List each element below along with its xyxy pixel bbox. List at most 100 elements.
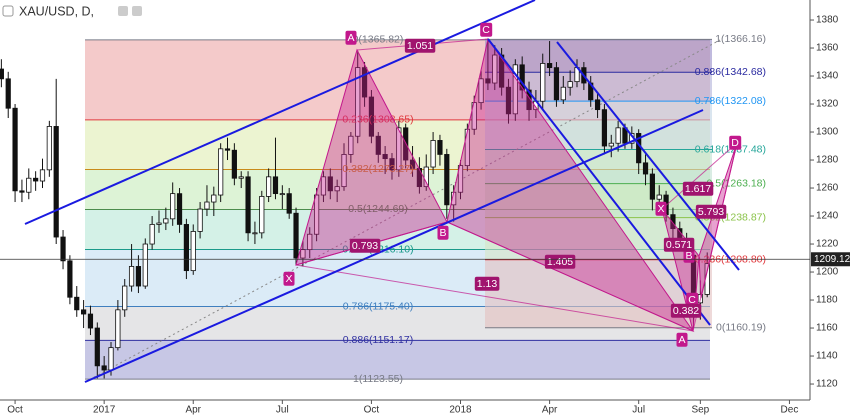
ratio-label-box <box>682 181 714 196</box>
harmonic-patterns <box>295 37 738 333</box>
fib-level-label: 0.886(1342.68) <box>695 66 766 78</box>
candle-body <box>238 176 244 179</box>
candle-body <box>190 231 196 272</box>
collapse-icon[interactable] <box>2 5 14 17</box>
pattern-line <box>295 264 694 332</box>
point-label: B <box>439 227 446 239</box>
symbol-title: XAU/USD, D, <box>19 4 94 18</box>
candle-body <box>313 194 320 235</box>
point-label: X <box>285 273 292 285</box>
fib-level-label: 0.236(1308.65) <box>342 114 413 126</box>
y-tick-label: 1120 <box>816 379 838 390</box>
ratio-label-box <box>670 303 702 318</box>
y-tick-label: 1240 <box>816 211 839 222</box>
point-label-box <box>480 22 493 37</box>
close-icon[interactable] <box>132 6 142 16</box>
fib-band <box>485 39 712 73</box>
candle-body <box>272 176 279 195</box>
ratio-label-box <box>349 238 381 253</box>
point-label: X <box>657 203 664 215</box>
trendline <box>84 109 704 383</box>
candle-body <box>163 218 169 224</box>
candle-body <box>307 233 313 251</box>
candle-body <box>26 177 32 193</box>
candle-body <box>87 313 94 329</box>
x-tick-label: Apr <box>185 405 201 416</box>
candle-body <box>615 127 621 144</box>
trendline <box>556 41 740 271</box>
candle-body <box>101 365 107 371</box>
candle-body <box>33 177 39 182</box>
y-tick-label: 1260 <box>816 183 839 194</box>
ratio-label: 0.382 <box>673 305 699 317</box>
pattern-labels: X A B C X A B C D 1.051 0.793 1.405 1.13… <box>283 22 742 347</box>
ratio-label: 1.405 <box>547 256 573 268</box>
x-tick-label: Jul <box>632 405 645 416</box>
y-tick-label: 1180 <box>816 295 838 306</box>
y-tick-label: 1380 <box>816 15 839 26</box>
candle-body <box>135 266 142 287</box>
candle-body <box>560 86 566 101</box>
candle-body <box>5 78 11 109</box>
candle-body <box>656 194 662 200</box>
candle-body <box>334 186 340 192</box>
candle-body <box>204 201 210 210</box>
last-price-label: 1209.12 <box>814 254 850 265</box>
y-tick-label: 1300 <box>816 127 839 138</box>
point-label-box <box>437 225 449 240</box>
candle-body <box>300 249 306 259</box>
fib-level-label: 0.886(1151.17) <box>343 334 413 346</box>
fib-level-label: 0.5(1244.69) <box>348 203 408 215</box>
candle-body <box>649 173 655 200</box>
candle-body <box>39 169 46 182</box>
ratio-label: 0.793 <box>352 240 378 252</box>
candle-body <box>252 232 258 235</box>
x-tick-label: Oct <box>7 405 23 416</box>
candle-body <box>74 296 80 311</box>
settings-icon[interactable] <box>118 6 128 16</box>
ratio-label: 5.793 <box>698 206 724 218</box>
candle-body <box>642 162 649 175</box>
candle-body <box>396 127 402 171</box>
y-tick-label: 1320 <box>816 99 839 110</box>
candle-body <box>176 193 183 225</box>
candle-body <box>389 158 395 171</box>
point-label: D <box>731 137 739 149</box>
candle-body <box>259 196 265 234</box>
candle-body <box>485 78 491 84</box>
candle-body <box>368 96 375 137</box>
y-tick-label: 1280 <box>816 155 839 166</box>
candle-body <box>594 99 601 111</box>
candle-body <box>608 142 614 147</box>
candle-body <box>444 154 450 206</box>
fib-level-label: 1(1123.55) <box>353 373 403 385</box>
candle-body <box>293 212 299 259</box>
y-tick-label: 1200 <box>816 267 839 278</box>
candle-body <box>231 149 237 179</box>
ratio-label-box <box>474 276 500 291</box>
point-label-box <box>686 292 699 307</box>
point-label: B <box>685 250 692 262</box>
point-label-box <box>729 135 742 150</box>
candle-body <box>53 126 59 238</box>
candle-body <box>361 67 368 98</box>
candle-body <box>430 140 436 168</box>
candle-body <box>505 86 512 115</box>
y-tick-label: 1220 <box>816 239 839 250</box>
candle-body <box>67 260 73 298</box>
candle-body <box>382 154 388 160</box>
candle-body <box>224 148 231 151</box>
candle-body <box>423 166 429 188</box>
candle-body <box>519 64 525 91</box>
price-axis-bg <box>810 0 850 418</box>
candles: 0(1365.82) 0.236(1308.65) 0.382(1273.27) 0.… <box>0 33 766 385</box>
fib-level-label: 0.5(1263.18) <box>706 177 766 189</box>
point-label-box <box>676 332 688 347</box>
x-tick-label: Oct <box>364 405 380 416</box>
x-tick-label: 2018 <box>449 405 472 416</box>
y-tick-label: 1160 <box>816 323 838 334</box>
candle-body <box>478 78 484 104</box>
candle-body <box>457 165 464 193</box>
dotted-trendline <box>84 39 721 383</box>
